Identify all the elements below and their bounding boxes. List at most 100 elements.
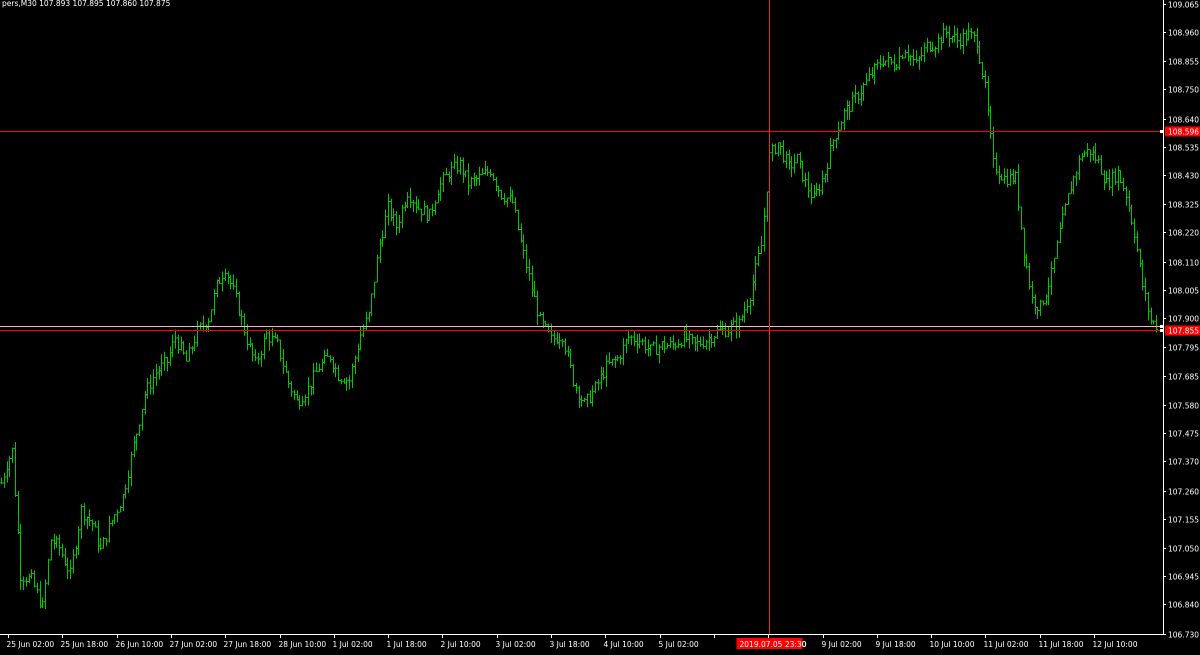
price-bar [492,173,495,181]
price-bar [354,355,357,374]
time-tick-label: 1 Jul 18:00 [387,640,427,649]
time-tick-label: 9 Jul 18:00 [876,640,916,649]
price-bar [210,309,213,323]
price-bar [942,22,945,44]
price-bar [99,537,102,551]
price-bar [1067,193,1070,206]
price-bar [44,579,47,610]
price-bar [412,199,415,212]
price-bar [1047,277,1050,306]
price-bar [1125,186,1128,206]
time-tick-label: 3 Jul 18:00 [550,640,590,649]
price-bar [329,355,332,363]
price-bar [790,156,793,178]
price-bar [1152,320,1155,325]
price-line-handle[interactable] [1160,130,1163,133]
price-bar [1133,218,1136,244]
price-bar [716,324,719,339]
price-bar [815,182,818,197]
price-bar [298,395,301,410]
price-bar [884,60,887,66]
price-bar [431,203,434,217]
price-bar [370,293,373,317]
price-bar [260,350,263,367]
price-tick-label: 107.795 [1168,344,1199,353]
price-bar [1009,168,1012,186]
price-bar [959,33,962,50]
price-bar [293,389,296,401]
price-bar [1036,306,1039,319]
price-bar [207,317,210,333]
price-bar [564,338,567,356]
price-bar [326,348,329,357]
time-tick-label: 28 Jun 10:00 [279,640,327,649]
price-bar [486,165,489,176]
horizontal-lines[interactable] [0,130,1163,332]
price-bar [771,143,774,162]
price-bar [423,200,426,216]
price-bar [669,337,672,348]
time-tick-label: 26 Jun 10:00 [116,640,164,649]
price-tick-label: 108.640 [1168,116,1199,125]
price-axis[interactable]: 109.065108.960108.855108.750108.640108.5… [1163,1,1199,640]
price-bar [470,176,473,190]
price-bar [11,447,14,464]
price-bar [489,168,492,178]
price-bar [282,348,285,374]
price-bar [315,362,318,372]
price-bar [340,379,343,385]
price-bar [1000,173,1003,181]
price-bar [829,138,832,170]
price-bar [124,484,127,499]
price-bar [962,28,965,54]
price-bar [616,355,619,362]
price-bar [1111,168,1114,197]
price-bar [69,559,72,580]
time-axis[interactable]: 25 Jun 02:00 25 Jun 18:00 26 Jun 10:00 27 J… [7,634,1138,649]
price-bar [602,367,605,381]
time-tick-label: 12 Jul 10:00 [1093,640,1138,649]
price-bar [163,351,166,371]
price-bar [622,337,625,366]
price-tick-label: 107.900 [1168,315,1199,324]
time-tick-label: 27 Jun 18:00 [224,640,272,649]
price-bar [442,171,445,193]
price-bar [146,378,149,399]
price-line-handle[interactable] [1160,325,1163,328]
price-tick-label: 106.945 [1168,573,1199,582]
price-bar [553,330,556,346]
price-bar [420,208,423,222]
symbol-info-label: pers,M30 107.893 107.895 107.860 107.875 [2,0,171,8]
price-bar [1155,314,1158,333]
price-bar [1025,253,1028,269]
price-bar [456,155,459,174]
crosshair-time-label: 2019.07.05 23:30 [740,640,807,649]
price-bar [774,143,777,155]
price-bar [1119,169,1122,183]
price-bar [1039,299,1042,316]
price-bar [732,317,735,326]
price-bar [511,189,514,204]
price-bar [475,175,478,187]
price-line-handle[interactable] [1160,329,1163,332]
price-bar [937,33,940,54]
price-bar [279,339,282,362]
price-bar [705,340,708,350]
price-bar [395,211,398,236]
price-bar [851,91,854,112]
time-tick-label: 27 Jun 02:00 [170,640,218,649]
price-bar [348,375,351,390]
price-bar [633,330,636,347]
price-bar [445,167,448,176]
price-bar [254,349,257,362]
price-bar [1089,149,1092,163]
time-tick-label: 25 Jun 02:00 [7,640,55,649]
price-bar [663,336,666,354]
price-bar [821,170,824,196]
price-bar [840,120,843,131]
price-bar [1020,206,1023,230]
price-bar [1097,155,1100,164]
price-bar [3,472,6,488]
